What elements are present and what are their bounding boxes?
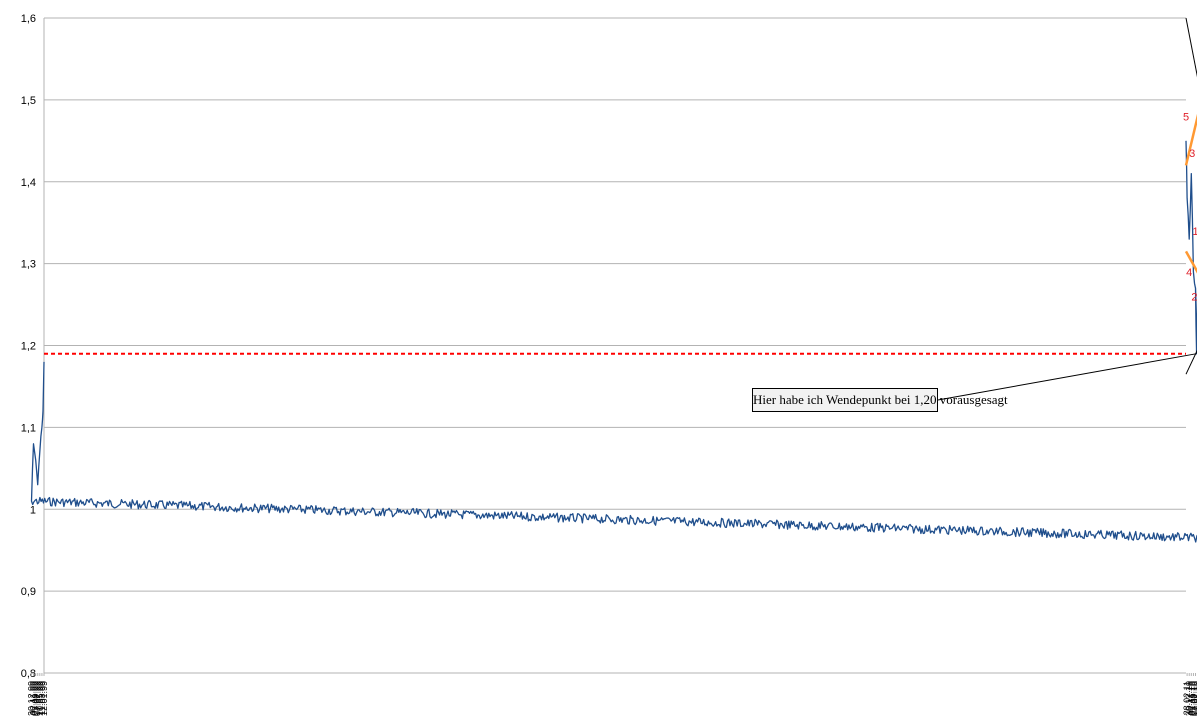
y-tick-label: 1,2 (21, 341, 36, 353)
y-axis: 0,8 0,9 1 1,1 1,2 1,3 1,4 1,5 1,6 (21, 13, 36, 680)
x-tick-label: 30.12.10 (1184, 681, 1194, 716)
wave-label: 1 (1192, 226, 1197, 238)
x-tick-label: 11.03.99 (37, 681, 47, 715)
x-tick-label: 09.03.10 (1195, 681, 1197, 716)
y-tick-label: 1,4 (21, 177, 36, 189)
wave-label: 3 (1189, 148, 1195, 160)
x-tick-label: 10.05.99 (35, 681, 45, 716)
y-tick-label: 1,5 (21, 95, 36, 107)
y-tick-label: 1,1 (21, 422, 36, 434)
y-tick-label: 1,3 (21, 259, 36, 271)
y-tick-label: 0,9 (21, 586, 36, 598)
trend-line-orange (1184, 113, 1197, 166)
series-line (30, 140, 1197, 543)
x-tick-label: 02.11.99 (29, 681, 39, 715)
wave-label: 5 (1183, 111, 1189, 123)
wave-labels: 1 2 3 4 5 (1183, 111, 1197, 303)
x-tick-label: 30.12.99 (26, 681, 36, 716)
x-tick-label: 03.09.10 (1188, 681, 1197, 716)
x-tick-label: 28.02.11 (1182, 681, 1192, 715)
price-series (30, 140, 1197, 543)
x-axis: 12.01.9911.03.9910.05.9907.07.9903.09.99… (26, 673, 1197, 716)
trend-line-black (1185, 349, 1197, 375)
x-tick-label: 07.07.99 (33, 681, 43, 716)
x-tick-label: 10.05.10 (1193, 681, 1197, 716)
y-tick-label: 1 (30, 504, 36, 516)
x-tick-label: 03.09.99 (31, 681, 41, 716)
annotation-callout: Hier habe ich Wendepunkt bei 1,20 voraus… (752, 388, 1008, 412)
x-tick-label: 07.07.10 (1191, 681, 1197, 716)
callout-pointer (937, 353, 1197, 401)
x-tick-label: 12.01.99 (39, 681, 49, 716)
grid-lines (43, 17, 1186, 674)
trend-lines (1184, 17, 1197, 375)
wave-label: 4 (1186, 267, 1192, 279)
wave-label: 2 (1191, 291, 1197, 303)
y-tick-label: 0,8 (21, 668, 36, 680)
x-tick-label: 02.11.10 (1186, 681, 1196, 715)
y-tick-label: 1,6 (21, 13, 36, 25)
